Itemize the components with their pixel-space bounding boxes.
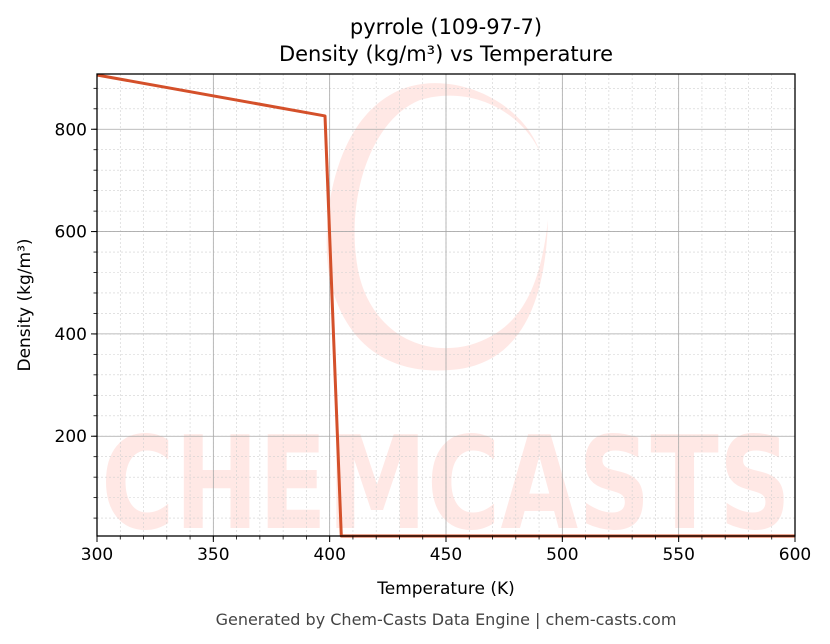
- x-tick-label: 400: [313, 545, 345, 565]
- chart-subtitle: Density (kg/m³) vs Temperature: [279, 42, 613, 66]
- x-tick-label: 500: [546, 545, 578, 565]
- x-tick-label: 350: [197, 545, 229, 565]
- axis-ticks: 300 350 400 450 500 550 600 200 400 600 800: [55, 87, 811, 565]
- footer-credit: Generated by Chem-Casts Data Engine | ch…: [216, 610, 677, 629]
- y-tick-label: 200: [55, 427, 87, 447]
- y-axis-label: Density (kg/m³): [15, 238, 35, 371]
- y-tick-label: 600: [55, 223, 87, 243]
- watermark-logo-ring: [326, 83, 548, 371]
- x-tick-label: 450: [430, 545, 462, 565]
- y-tick-label: 800: [55, 120, 87, 140]
- y-tick-label: 400: [55, 325, 87, 345]
- x-tick-label: 300: [81, 545, 113, 565]
- chart-title: pyrrole (109-97-7): [350, 15, 542, 39]
- x-tick-label: 550: [662, 545, 694, 565]
- x-tick-label: 600: [779, 545, 811, 565]
- x-axis-label: Temperature (K): [376, 579, 515, 599]
